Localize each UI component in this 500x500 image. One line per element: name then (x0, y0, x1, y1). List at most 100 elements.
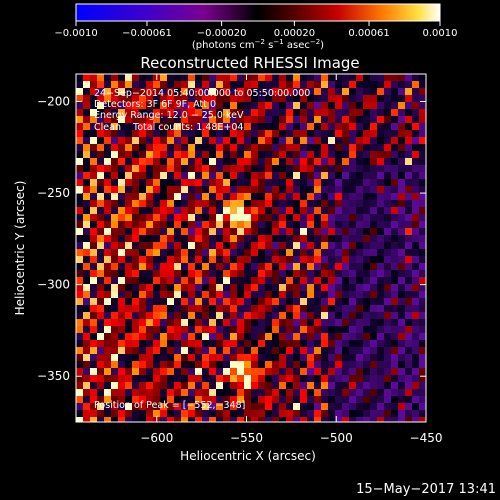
heatmap-cell (314, 242, 322, 250)
heatmap-cell (90, 410, 98, 418)
heatmap-cell (314, 319, 322, 327)
heatmap-cell (335, 151, 343, 159)
heatmap-cell (405, 193, 413, 201)
heatmap-cell (244, 284, 252, 292)
heatmap-cell (174, 319, 182, 327)
heatmap-cell (174, 200, 182, 208)
heatmap-cell (356, 354, 364, 362)
heatmap-cell (391, 242, 399, 250)
heatmap-cell (279, 130, 287, 138)
heatmap-cell (160, 368, 168, 376)
heatmap-cell (384, 284, 392, 292)
heatmap-cell (104, 298, 112, 306)
heatmap-cell (307, 368, 315, 376)
heatmap-cell (300, 88, 308, 96)
heatmap-cell (181, 361, 189, 369)
heatmap-cell (286, 200, 294, 208)
heatmap-cell (349, 123, 357, 131)
heatmap-cell (160, 193, 168, 201)
heatmap-cell (300, 312, 308, 320)
heatmap-cell (307, 137, 315, 145)
heatmap-cell (279, 207, 287, 215)
heatmap-cell (370, 333, 378, 341)
heatmap-cell (286, 333, 294, 341)
heatmap-cell (419, 74, 426, 82)
heatmap-cell (216, 123, 224, 131)
heatmap-cell (370, 214, 378, 222)
heatmap-cell (342, 396, 350, 404)
heatmap-cell (405, 270, 413, 278)
heatmap-cell (223, 172, 231, 180)
heatmap-cell (209, 179, 217, 187)
heatmap-cell (384, 186, 392, 194)
heatmap-cell (251, 361, 259, 369)
heatmap-cell (272, 263, 280, 271)
heatmap-cell (97, 326, 105, 334)
heatmap-cell (104, 263, 112, 271)
heatmap-cell (111, 221, 119, 229)
heatmap-cell (370, 347, 378, 355)
heatmap-cell (146, 151, 154, 159)
heatmap-cell (237, 116, 245, 124)
heatmap-cell (251, 109, 259, 117)
heatmap-cell (370, 165, 378, 173)
heatmap-cell (328, 263, 336, 271)
heatmap-cell (293, 361, 301, 369)
heatmap-cell (188, 277, 196, 285)
heatmap-cell (104, 74, 112, 82)
heatmap-cell (279, 88, 287, 96)
plot-frame (75, 73, 427, 423)
heatmap-cell (118, 137, 126, 145)
heatmap-cell (76, 235, 84, 243)
heatmap-cell (216, 102, 224, 110)
heatmap-cell (132, 158, 140, 166)
heatmap-cell (83, 354, 91, 362)
heatmap-cell (111, 396, 119, 404)
colorbar-tick-label: 0.00061 (348, 28, 389, 39)
heatmap-cell (160, 172, 168, 180)
heatmap-cell (384, 249, 392, 257)
heatmap-cell (76, 228, 84, 236)
heatmap-cell (90, 242, 98, 250)
heatmap-cell (230, 200, 238, 208)
heatmap-cell (160, 277, 168, 285)
y-tick-label: −250 (37, 186, 70, 200)
heatmap-cell (139, 326, 147, 334)
heatmap-cell (335, 410, 343, 418)
heatmap-cell (391, 277, 399, 285)
heatmap-cell (391, 95, 399, 103)
heatmap-cell (293, 396, 301, 404)
heatmap-cell (125, 396, 133, 404)
heatmap-cell (384, 333, 392, 341)
heatmap-cell (293, 109, 301, 117)
colorbar-tick-label: 0.00020 (274, 28, 315, 39)
heatmap-cell (356, 333, 364, 341)
heatmap-cell (118, 109, 126, 117)
heatmap-cell (335, 312, 343, 320)
heatmap-cell (125, 158, 133, 166)
heatmap-cell (419, 179, 426, 187)
heatmap-cell (237, 256, 245, 264)
heatmap-cell (153, 235, 161, 243)
heatmap-cell (335, 277, 343, 285)
heatmap-cell (272, 193, 280, 201)
heatmap-cell (230, 396, 238, 404)
heatmap-cell (118, 396, 126, 404)
heatmap-cell (405, 284, 413, 292)
heatmap-cell (181, 144, 189, 152)
heatmap-cell (251, 417, 259, 422)
heatmap-cell (160, 354, 168, 362)
heatmap-cell (293, 305, 301, 313)
heatmap-cell (76, 151, 84, 159)
heatmap-cell (363, 235, 371, 243)
heatmap-cell (76, 305, 84, 313)
heatmap-cell (237, 263, 245, 271)
heatmap-cell (139, 144, 147, 152)
heatmap-cell (342, 242, 350, 250)
heatmap-cell (230, 193, 238, 201)
heatmap-cell (90, 158, 98, 166)
heatmap-cell (132, 207, 140, 215)
heatmap-cell (76, 410, 84, 418)
heatmap-cell (391, 116, 399, 124)
heatmap-cell (139, 354, 147, 362)
